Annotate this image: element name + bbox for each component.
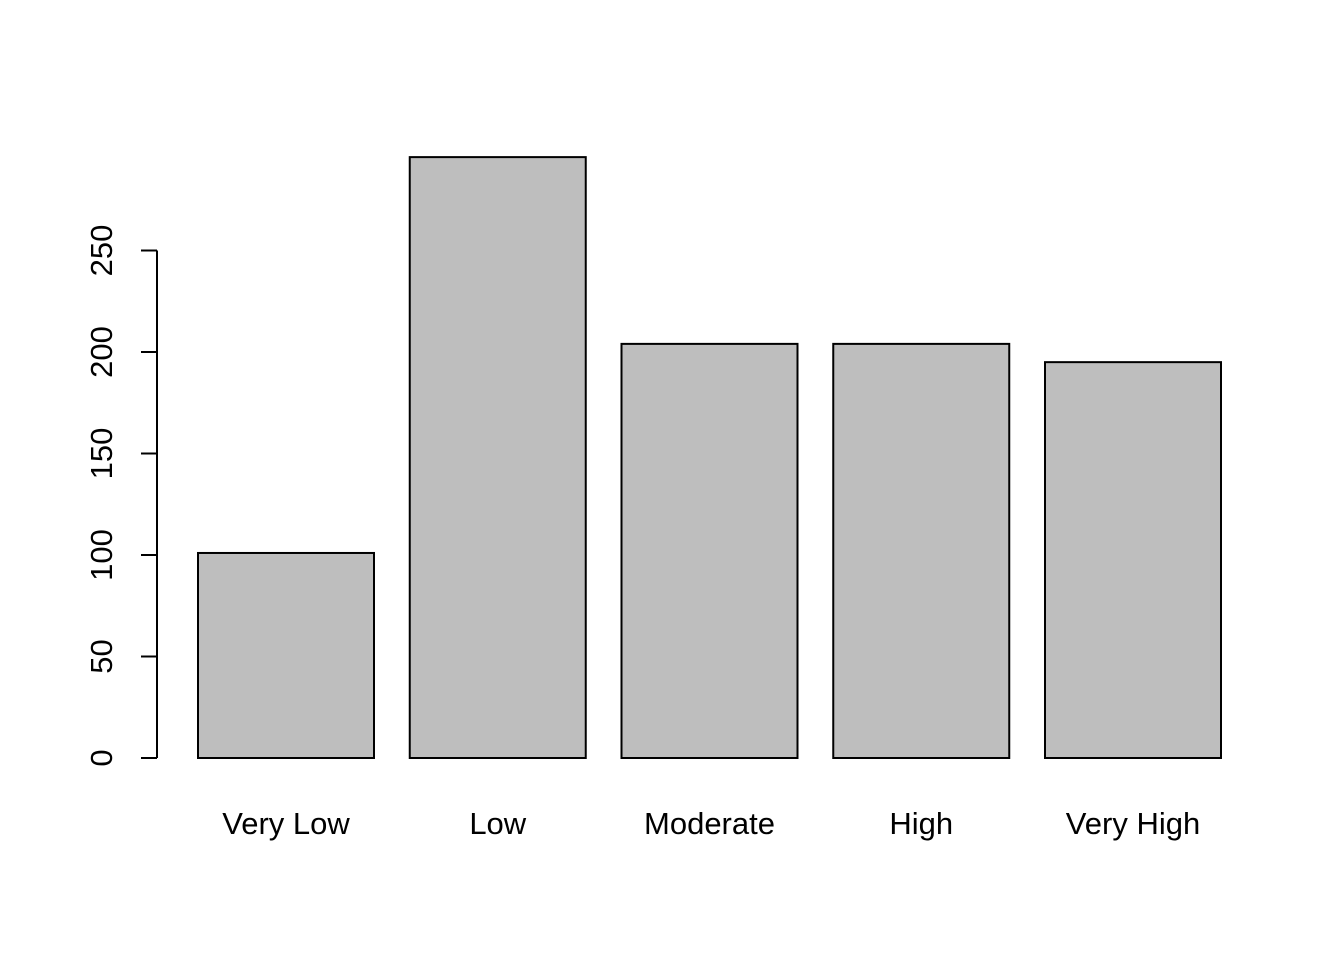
- y-tick-label: 0: [84, 749, 119, 766]
- x-tick-label: Very High: [1066, 806, 1200, 841]
- bar-very-high: [1044, 361, 1222, 759]
- bars-group: [197, 156, 1222, 759]
- x-tick-label: Moderate: [644, 806, 775, 841]
- x-tick-label: Low: [469, 806, 526, 841]
- x-axis-labels: Very Low Low Moderate High Very High: [222, 806, 1200, 841]
- y-axis: 0 50 100 150 200 250: [84, 225, 158, 767]
- x-tick-label: Very Low: [222, 806, 350, 841]
- x-tick-label: High: [889, 806, 953, 841]
- y-tick-label: 50: [84, 639, 119, 673]
- y-tick-label: 250: [84, 225, 119, 277]
- y-tick-label: 200: [84, 326, 119, 378]
- bar-very-low: [197, 551, 375, 759]
- y-tick-label: 150: [84, 428, 119, 480]
- bar-high: [832, 342, 1011, 759]
- bar-moderate: [620, 342, 799, 759]
- y-tick-label: 100: [84, 529, 119, 581]
- bar-low: [408, 156, 587, 759]
